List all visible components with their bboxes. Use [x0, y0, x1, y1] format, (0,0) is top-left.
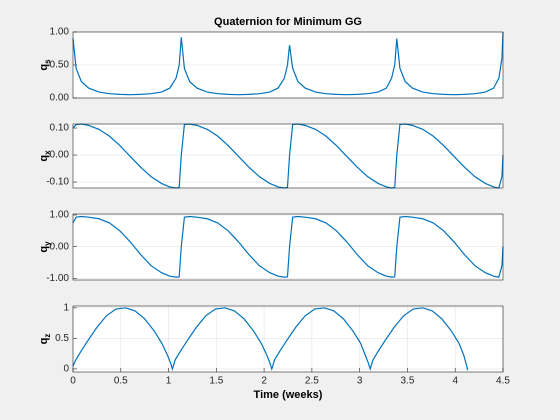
y-axis-label-main: q: [38, 155, 50, 162]
y-tick-label: 1.00: [50, 210, 70, 221]
y-tick-label: 1.00: [50, 27, 70, 38]
y-tick-label: 1: [63, 302, 69, 313]
axes-box: [72, 123, 504, 189]
y-tick-label: 0.00: [50, 241, 70, 252]
data-line: [72, 123, 504, 189]
y-axis-label-main: q: [38, 338, 50, 345]
y-axis-label-subscript: z: [43, 334, 52, 338]
axes-box: [72, 31, 504, 99]
y-tick-label: 0: [63, 364, 69, 375]
y-tick-label: -0.10: [46, 177, 69, 188]
x-tick-label: 3.5: [400, 376, 414, 387]
data-line: [72, 31, 504, 96]
y-tick-label: -1.00: [46, 273, 69, 284]
y-tick-label: 0.50: [50, 60, 70, 71]
axes-box: [72, 305, 504, 373]
x-tick-label: 3: [357, 376, 363, 387]
x-tick-label: 2: [261, 376, 267, 387]
y-axis-label-subscript: y: [43, 241, 52, 246]
chart-title: Quaternion for Minimum GG: [214, 16, 362, 28]
data-line: [72, 215, 504, 278]
x-axis-label: Time (weeks): [254, 389, 323, 401]
y-axis-label-subscript: s: [43, 59, 52, 64]
x-tick-label: 0: [70, 376, 76, 387]
y-tick-label: 0.10: [50, 123, 70, 134]
x-tick-label: 0.5: [114, 376, 128, 387]
x-tick-label: 1: [166, 376, 172, 387]
data-line: [72, 307, 469, 371]
y-axis-label-main: q: [38, 64, 50, 71]
y-axis-label: qz: [38, 334, 52, 345]
axes-box: [72, 213, 504, 281]
y-tick-label: 0.00: [50, 93, 70, 104]
y-axis-label-main: q: [38, 246, 50, 253]
y-axis-label: qs: [38, 59, 52, 71]
x-tick-label: 1.5: [209, 376, 223, 387]
y-axis-label-subscript: x: [43, 150, 52, 155]
x-tick-label: 4.5: [496, 376, 510, 387]
y-axis-label: qy: [38, 241, 52, 253]
y-axis-label: qx: [38, 150, 52, 162]
y-tick-label: 0.00: [50, 150, 70, 161]
y-tick-label: 0.5: [55, 333, 69, 344]
x-tick-label: 4: [452, 376, 458, 387]
x-tick-label: 2.5: [305, 376, 319, 387]
